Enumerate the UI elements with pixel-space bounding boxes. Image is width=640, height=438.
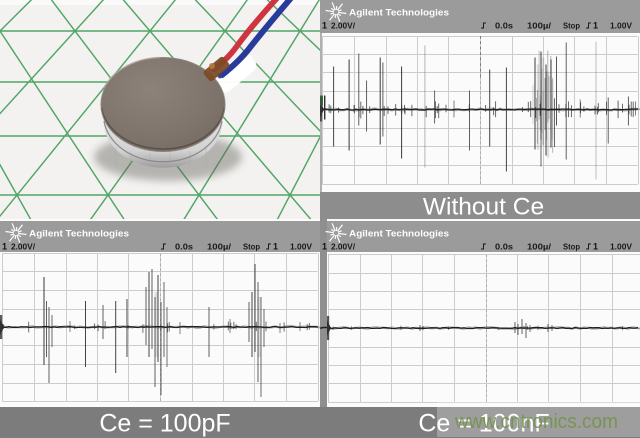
svg-text:1: 1: [273, 242, 278, 252]
svg-text:Agilent Technologies: Agilent Technologies: [349, 229, 449, 239]
svg-text:Agilent Technologies: Agilent Technologies: [29, 229, 129, 239]
svg-text:www.cntronics.com: www.cntronics.com: [454, 410, 618, 433]
svg-text:Stop: Stop: [563, 243, 580, 252]
svg-text:100µ/: 100µ/: [207, 243, 232, 252]
svg-text:1.00V: 1.00V: [290, 243, 313, 252]
svg-text:2.00V/: 2.00V/: [331, 22, 356, 31]
svg-text:Ce = 100pF: Ce = 100pF: [99, 410, 230, 438]
svg-text:2.00V/: 2.00V/: [11, 243, 36, 252]
svg-text:2.00V/: 2.00V/: [331, 243, 356, 252]
svg-text:0.0s: 0.0s: [495, 22, 514, 31]
svg-text:1: 1: [322, 21, 327, 31]
svg-text:1: 1: [593, 21, 598, 31]
svg-text:1: 1: [593, 242, 598, 252]
svg-text:100µ/: 100µ/: [527, 22, 552, 31]
svg-text:Without Ce: Without Ce: [423, 193, 544, 219]
svg-text:1: 1: [2, 242, 7, 252]
svg-text:Stop: Stop: [243, 243, 260, 252]
svg-text:Agilent Technologies: Agilent Technologies: [349, 8, 449, 18]
svg-text:1.00V: 1.00V: [610, 22, 633, 31]
svg-text:100µ/: 100µ/: [527, 243, 552, 252]
svg-text:1: 1: [322, 242, 327, 252]
svg-text:1.00V: 1.00V: [610, 243, 633, 252]
svg-text:0.0s: 0.0s: [495, 243, 514, 252]
svg-text:0.0s: 0.0s: [175, 243, 194, 252]
svg-text:Ce = 100nF: Ce = 100nF: [418, 410, 549, 438]
svg-text:Stop: Stop: [563, 22, 580, 31]
